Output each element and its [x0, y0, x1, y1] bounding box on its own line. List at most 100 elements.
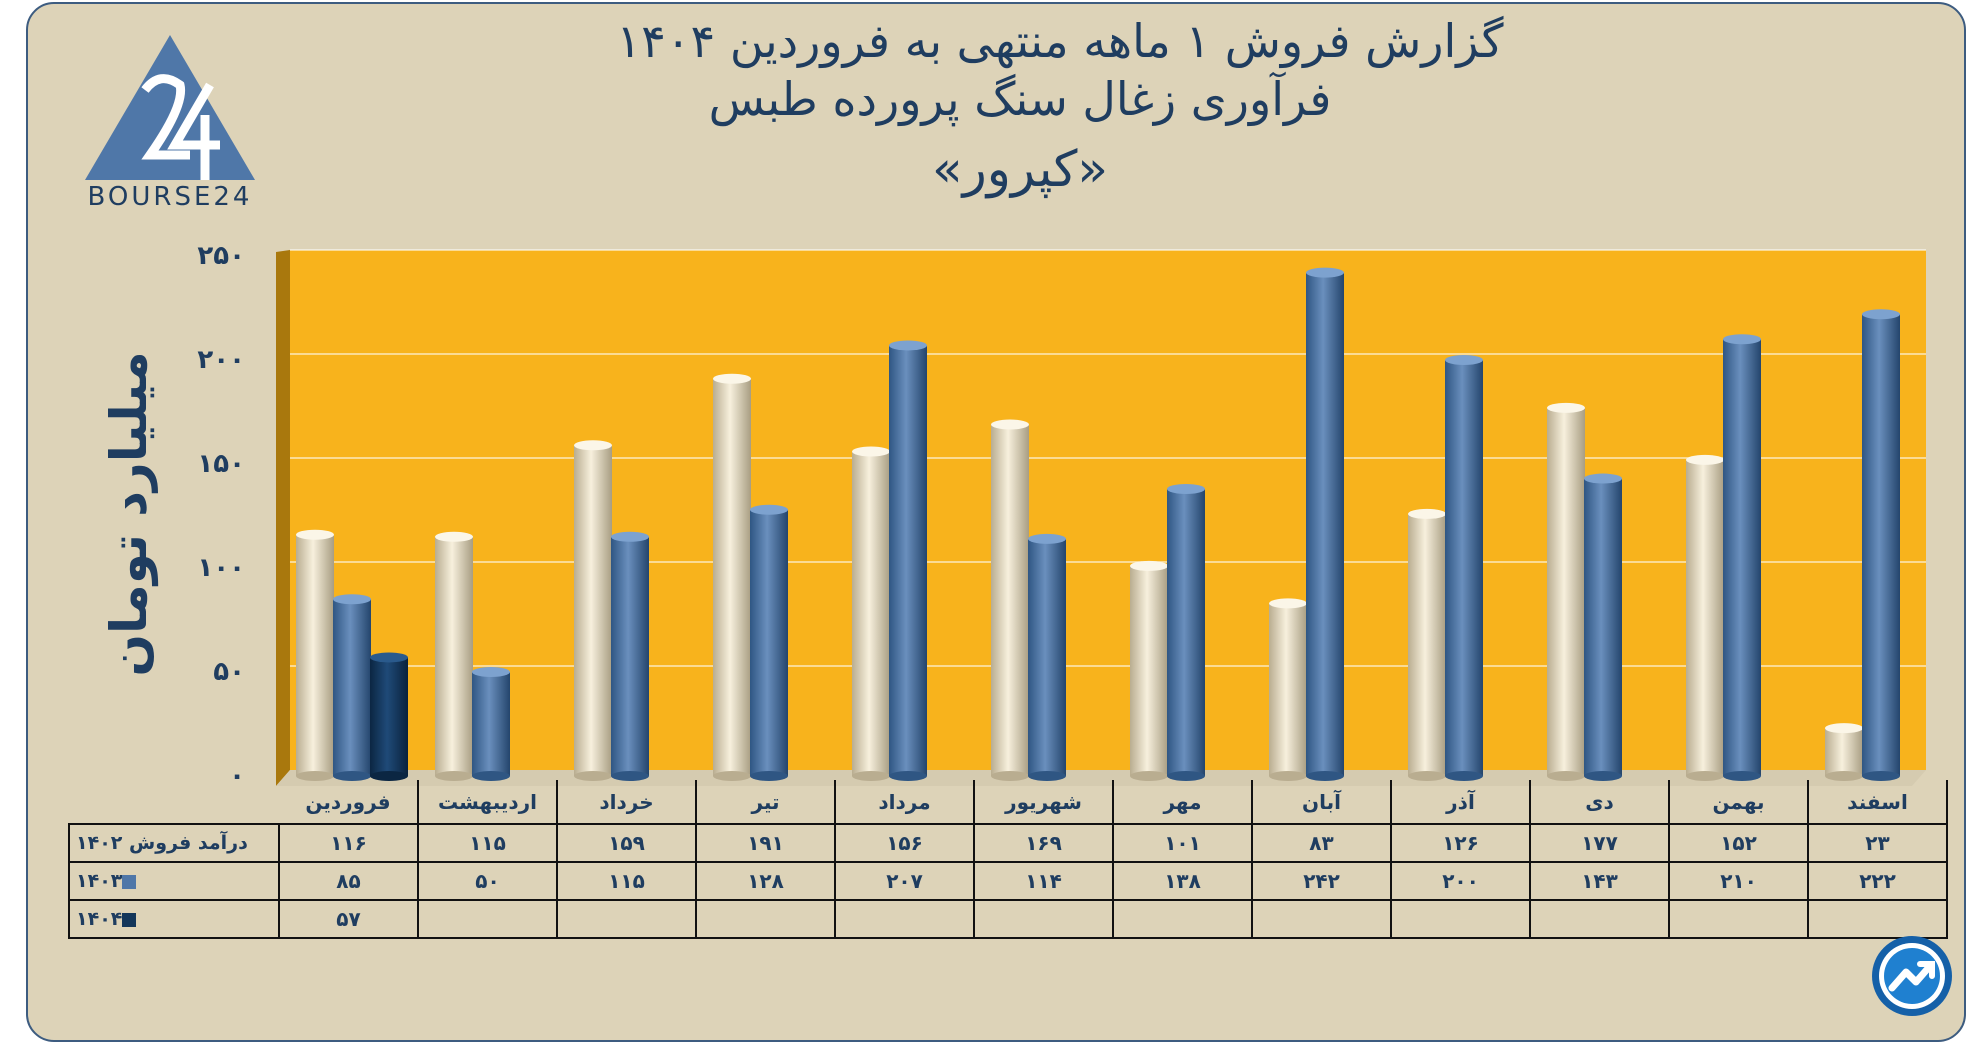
bar-cap [1862, 309, 1900, 320]
table-cell [556, 899, 697, 939]
bar-cap [889, 340, 927, 351]
bar-cap [1028, 533, 1066, 544]
chart-title-line3: «کپرور» [932, 140, 1108, 198]
bar-body [472, 672, 510, 776]
bar-cap [296, 529, 334, 540]
bar-body [991, 424, 1029, 776]
month-header: مرداد [835, 780, 975, 825]
table-cell [1807, 899, 1948, 939]
bar-cap [611, 531, 649, 542]
bar [1723, 334, 1761, 781]
bar [1167, 483, 1205, 781]
trend-arrow-icon [1872, 936, 1952, 1016]
table-cell [417, 899, 558, 939]
bar [333, 594, 371, 781]
table-cell: ۱۱۶ [278, 823, 419, 863]
bar-cap [1445, 355, 1483, 365]
bar [370, 652, 408, 781]
bar-body [713, 378, 751, 776]
table-row-1402: درآمد فروش ۱۴۰۲ ۱۱۶ ۱۱۵ ۱۵۹ ۱۹۱ ۱۵۶ ۱۶۹ … [68, 823, 1948, 863]
bar-base [1584, 771, 1622, 781]
bar-body [1306, 272, 1344, 776]
bar [852, 446, 890, 781]
series-label-1403: ۱۴۰۳ [68, 861, 280, 901]
bar-cap [991, 419, 1029, 430]
table-row-1403: ۱۴۰۳ ۸۵ ۵۰ ۱۱۵ ۱۲۸ ۲۰۷ ۱۱۴ ۱۳۸ ۲۴۲ ۲۰۰ ۱… [68, 861, 1948, 901]
bar-body [1408, 513, 1446, 776]
chart-title-line2: فرآوری زغال سنگ پرورده طبس [708, 72, 1332, 126]
series-label-1404: ۱۴۰۴ [68, 899, 280, 939]
bar-cap [713, 373, 751, 384]
table-cell: ۱۵۶ [834, 823, 975, 863]
bar-cap [1408, 508, 1446, 519]
bar-body [852, 451, 890, 776]
logo-text: BOURSE24 [87, 182, 253, 212]
bar [296, 529, 334, 781]
table-cell: ۸۳ [1251, 823, 1392, 863]
table-cell: ۵۷ [278, 899, 419, 939]
month-header: فروردین [279, 780, 419, 825]
series-name: ۱۴۰۳ [76, 870, 123, 892]
bar-body [1269, 603, 1307, 776]
legend-swatch-1403 [122, 874, 137, 889]
y-tick-label: ۵۰ [213, 657, 245, 687]
bar-base [1269, 771, 1307, 781]
bar-cap [852, 446, 890, 457]
y-tick-label: ۲۵۰ [197, 241, 245, 271]
table-row-1404: ۱۴۰۴ ۵۷ [68, 899, 1948, 939]
bar [713, 373, 751, 781]
bar-base [472, 771, 510, 781]
bar-base [611, 771, 649, 781]
bar-base [370, 771, 408, 781]
plot-area [290, 250, 1926, 770]
chart-title-line1: گزارش فروش ۱ ماهه منتهی به فروردین ۱۴۰۴ [616, 14, 1504, 68]
bar-base [1408, 771, 1446, 781]
bar [1862, 309, 1900, 781]
month-header: بهمن [1669, 780, 1809, 825]
bar-body [611, 536, 649, 776]
month-header: آبان [1252, 780, 1392, 825]
series-label-1402: درآمد فروش ۱۴۰۲ [68, 823, 280, 863]
bar-cap [1584, 473, 1622, 484]
bar-cap [1306, 267, 1344, 278]
bar-base [1445, 771, 1483, 781]
table-cell [695, 899, 836, 939]
bar-cap [1167, 483, 1205, 494]
bar [435, 531, 473, 781]
bar [1547, 402, 1585, 781]
bar-base [713, 771, 751, 781]
bar [1269, 598, 1307, 781]
bar-cap [750, 504, 788, 515]
bar-cap [1825, 723, 1863, 734]
bar-cap [472, 667, 510, 677]
table-cell [834, 899, 975, 939]
bar [1408, 508, 1446, 781]
table-cell: ۱۶۹ [973, 823, 1114, 863]
table-cell: ۱۷۷ [1529, 823, 1670, 863]
table-cell [973, 899, 1114, 939]
bar-base [333, 771, 371, 781]
month-header: دی [1530, 780, 1670, 825]
bar [611, 531, 649, 781]
bar [750, 504, 788, 781]
month-header: خرداد [557, 780, 697, 825]
y-tick-label: ۲۰۰ [197, 345, 245, 375]
table-cell: ۱۰۱ [1112, 823, 1253, 863]
month-header: اردیبهشت [418, 780, 558, 825]
bar-base [435, 771, 473, 781]
table-cell: ۱۹۱ [695, 823, 836, 863]
table-cell: ۲۲۲ [1807, 861, 1948, 901]
bar-base [1167, 771, 1205, 781]
table-cell: ۵۰ [417, 861, 558, 901]
plot-side-wall [276, 250, 290, 786]
bar-cap [1686, 454, 1724, 465]
bar-base [296, 771, 334, 781]
bar-body [1028, 538, 1066, 776]
month-header: مهر [1113, 780, 1253, 825]
bar-body [1584, 478, 1622, 776]
bar-cap [333, 594, 371, 605]
y-tick-label: ۱۰۰ [197, 553, 245, 583]
bar-body [333, 599, 371, 776]
bar [1584, 473, 1622, 781]
bar [1306, 267, 1344, 781]
